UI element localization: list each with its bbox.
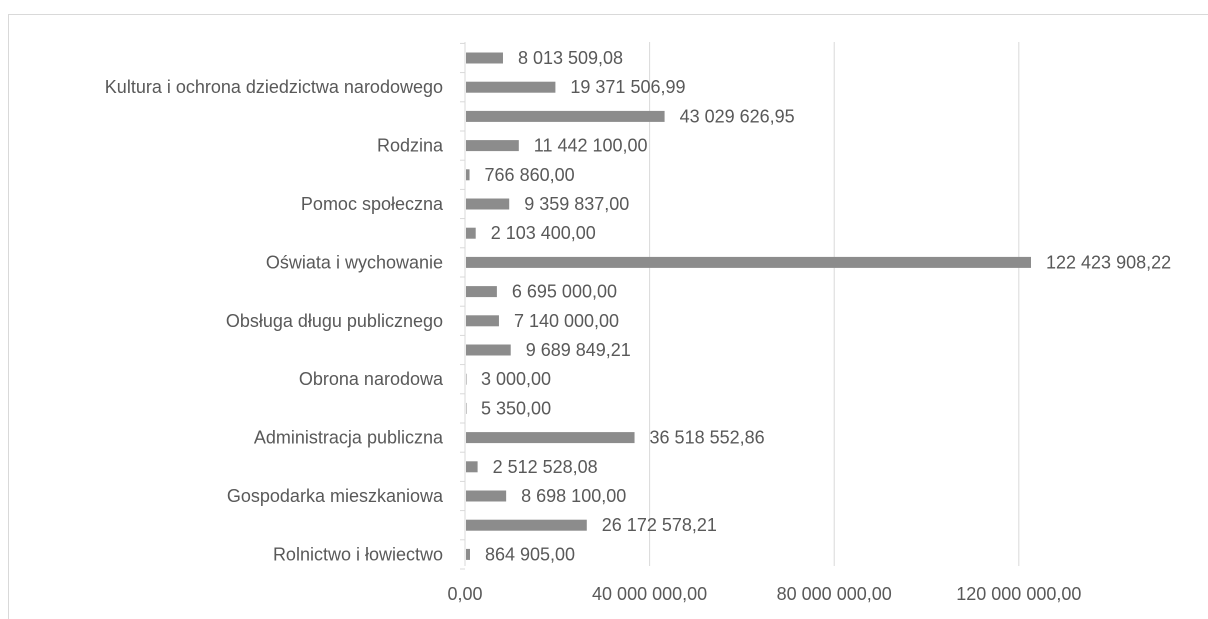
data-label: 6 695 000,00 [512,282,617,302]
bar [466,81,556,93]
bar [466,548,470,560]
data-label: 766 860,00 [485,165,575,185]
category-label: Obrona narodowa [299,369,444,389]
category-label: Rodzina [377,136,444,156]
data-label: 11 442 100,00 [534,136,648,156]
bar [466,256,1031,268]
bar [466,286,497,298]
labels: 0,00 40 000 000,00 80 000 000,00 120 000 00… [105,48,1171,604]
category-label: Kultura i ochrona dziedzictwa narodowego [105,77,443,97]
data-label: 43 029 626,95 [680,106,795,126]
bar [466,52,503,64]
bar [466,402,467,414]
x-tick-label: 80 000 000,00 [777,584,892,604]
bar [466,140,519,152]
bar [466,169,470,181]
bar [466,432,635,444]
x-tick-label: 0,00 [447,584,482,604]
bar [466,227,476,239]
category-label: Gospodarka mieszkaniowa [227,486,444,506]
bar [466,344,511,356]
gridlines [460,42,1020,570]
data-label: 2 103 400,00 [491,223,596,243]
data-label: 122 423 908,22 [1046,252,1171,272]
data-label: 864 905,00 [485,544,575,564]
x-tick-label: 120 000 000,00 [956,584,1081,604]
bar [466,461,478,473]
category-label: Administracja publiczna [254,428,444,448]
bar [466,373,467,385]
data-label: 36 518 552,86 [650,428,765,448]
data-label: 19 371 506,99 [570,77,685,97]
data-label: 5 350,00 [481,398,551,418]
bar [466,198,510,210]
data-label: 3 000,00 [481,369,551,389]
bar [466,315,499,327]
category-label: Pomoc społeczna [301,194,444,214]
data-label: 9 359 837,00 [524,194,629,214]
bar [466,490,507,502]
data-label: 8 013 509,08 [518,48,623,68]
data-label: 2 512 528,08 [493,457,598,477]
bar [466,519,587,531]
category-label: Oświata i wychowanie [266,252,443,272]
x-tick-label: 40 000 000,00 [592,584,707,604]
data-label: 8 698 100,00 [521,486,626,506]
category-label: Rolnictwo i łowiectwo [273,544,443,564]
data-label: 26 172 578,21 [602,515,717,535]
bar [466,110,665,122]
bars [466,52,1031,560]
data-label: 7 140 000,00 [514,311,619,331]
data-label: 9 689 849,21 [526,340,631,360]
category-label: Obsługa długu publicznego [226,311,443,331]
chart-frame [8,14,1208,619]
